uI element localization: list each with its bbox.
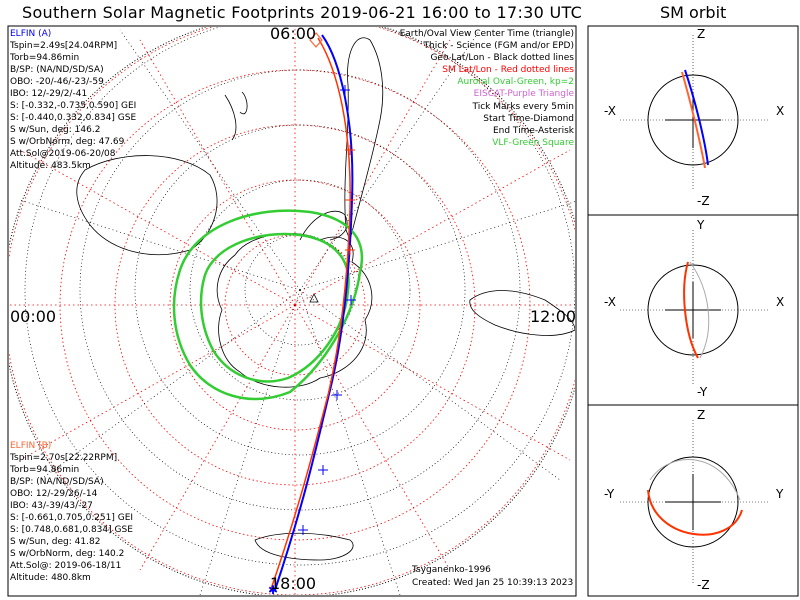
- elfin-a-footprint-track: [274, 34, 354, 591]
- time-label-left: 00:00: [10, 307, 57, 326]
- elfin-b-name: ELFIN (B): [10, 441, 52, 451]
- end-time-asterisk: ✱: [268, 583, 278, 597]
- africa-coastline: [469, 290, 575, 336]
- elfin-a-tick-marks: [298, 85, 356, 535]
- orbit-axis-label: -X: [604, 104, 616, 118]
- auroral-oval-inner: [199, 232, 350, 383]
- elfin-a-line: OBO: -20/-46/-23/-59: [10, 77, 104, 87]
- elfin-a-line: S: [-0.440,0.332,0.834] GSE: [10, 113, 137, 123]
- legend-item: Thick - Science (FGM and/or EPD): [423, 41, 574, 52]
- map-frame: [7, 25, 577, 597]
- orbit-axis-label: Y: [776, 487, 784, 501]
- elfin-b-line: Tspin=2.70s[22.22RPM]: [10, 453, 118, 463]
- elfin-b-footprint-track: [269, 37, 351, 593]
- orbit-axis-label: Y: [697, 218, 705, 232]
- orbit-axis-label: Z: [697, 27, 706, 41]
- elfin-b-line: Altitude: 480.8km: [10, 573, 91, 583]
- bottom-landmass: [254, 532, 354, 561]
- elfin-a-line: S: [-0.332,-0.735,0.590] GEI: [10, 101, 137, 111]
- elfin-a-line: Att.Sol@2019-06-20/08: [10, 149, 116, 159]
- new-zealand-coastline: [224, 91, 248, 141]
- elfin-a-line: S w/Sun, deg: 146.2: [10, 125, 101, 135]
- view-center-triangle: [309, 293, 319, 303]
- orbit-panel-xz: [620, 35, 770, 190]
- elfin-a-line: IBO: 12/-29/2/-41: [10, 89, 88, 99]
- legend-item: Geo Lat/Lon - Black dotted lines: [430, 53, 574, 64]
- time-label-top: 06:00: [270, 24, 317, 43]
- elfin-b-line: Att.Sol@: 2019-06-18/11: [10, 561, 122, 571]
- elfin-a-line: S w/OrbNorm, deg: 47.69: [10, 137, 125, 147]
- elfin-b-line: S w/OrbNorm, deg: 140.2: [10, 549, 125, 559]
- elfin-b-line: B/SP: (NA/ND/SD/SA): [10, 477, 104, 487]
- orbit-panel-xy: [620, 230, 770, 385]
- legend: Earth/Oval View Center Time (triangle) T…: [400, 28, 574, 149]
- orbit-axis-label: X: [776, 295, 785, 309]
- sm-meridians: [9, 27, 575, 595]
- orbit-axis-label: -Y: [697, 385, 708, 399]
- orbit-axis-label: -Z: [697, 578, 710, 592]
- legend-item: Start Time-Diamond: [483, 113, 574, 124]
- created-label: Created: Wed Jan 25 10:39:13 2023: [412, 578, 574, 588]
- elfin-b-line: S: [0.748,0.681,0.834] GSE: [10, 525, 133, 535]
- elfin-b-tick-marks: [345, 145, 355, 255]
- elfin-a-name: ELFIN (A): [10, 29, 52, 39]
- legend-item: Tick Marks every 5min: [472, 101, 574, 112]
- legend-item: EISCAT-Purple Triangle: [473, 89, 574, 100]
- elfin-b-line: IBO: 43/-39/43/-27: [10, 501, 93, 511]
- orbit-frame: [587, 25, 799, 597]
- legend-item: VLF-Green Square: [492, 137, 574, 148]
- south-america-coastline: [344, 37, 384, 242]
- orbit-axis-label: Z: [697, 408, 706, 422]
- legend-item: Earth/Oval View Center Time (triangle): [399, 29, 574, 39]
- elfin-a-line: Tspin=2.49s[24.04RPM]: [10, 41, 118, 51]
- time-label-right: 12:00: [530, 307, 577, 326]
- orbit-axis-label: -X: [604, 295, 616, 309]
- orbit-axis-label: X: [776, 104, 785, 118]
- elfin-b-line: Torb=94.86min: [10, 465, 80, 475]
- model-label: Tsyganenko-1996: [412, 565, 491, 575]
- polar-map: ✱: [9, 27, 575, 597]
- orbit-panel-yz: [620, 420, 770, 585]
- legend-item: SM Lat/Lon - Red dotted lines: [442, 65, 574, 76]
- time-label-bottom: 18:00: [270, 574, 317, 593]
- legend-item: End Time-Asterisk: [492, 125, 574, 136]
- start-time-diamond: [309, 32, 323, 48]
- elfin-b-line: S: [-0.661,0.705,0.251] GEI: [10, 513, 134, 523]
- elfin-a-line: B/SP: (NA/ND/SD/SA): [10, 65, 104, 75]
- orbit-panel-title: SM orbit: [660, 3, 727, 22]
- elfin-a-line: Torb=94.86min: [10, 53, 80, 63]
- elfin-b-info: ELFIN (B) Tspin=2.70s[22.22RPM] Torb=94.…: [10, 440, 133, 584]
- page-title: Southern Solar Magnetic Footprints 2019-…: [22, 3, 583, 22]
- elfin-b-line: OBO: 12/-29/26/-14: [10, 489, 98, 499]
- geo-latitude-circles: [24, 27, 575, 566]
- elfin-b-line: S w/Sun, deg: 41.82: [10, 537, 101, 547]
- legend-item: Auroral Oval-Green, kp=2: [457, 77, 574, 88]
- elfin-a-info: ELFIN (A) Tspin=2.49s[24.04RPM] Torb=94.…: [10, 28, 136, 172]
- elfin-a-line: Altitude: 483.5km: [10, 161, 91, 171]
- orbit-axis-label: -Z: [697, 194, 710, 208]
- orbit-axis-label: -Y: [604, 487, 615, 501]
